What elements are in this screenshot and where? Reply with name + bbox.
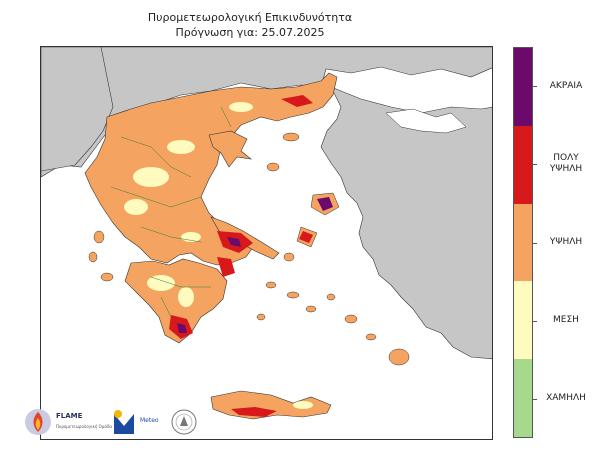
legend-swatch-4 — [514, 359, 532, 437]
logo-strip: FLAME Πυρομετεωρολογική Ομάδα Meteo — [22, 404, 212, 440]
medium-risk-patches — [124, 102, 253, 307]
observatory-seal — [171, 409, 197, 435]
legend-tick — [533, 242, 537, 244]
legend-label-1: ΠΟΛΥ ΥΨΗΛΗ — [549, 153, 583, 175]
risk-legend-bar — [513, 47, 533, 438]
legend-swatch-0 — [514, 48, 532, 126]
regional-boundaries — [110, 106, 232, 318]
legend-swatch-3 — [514, 281, 532, 360]
forecast-date: Πρόγνωση για: 25.07.2025 — [175, 26, 325, 39]
legend-swatch-2 — [514, 203, 532, 282]
legend-label-3: ΜΕΣΗ — [553, 315, 579, 326]
flame-logo-subtitle: Πυρομετεωρολογική Ομάδα — [56, 424, 112, 429]
albania-land — [41, 47, 114, 172]
legend-tick — [533, 320, 537, 322]
legend-tick — [533, 164, 537, 166]
aegean-islands — [88, 132, 410, 366]
chalkidiki — [208, 130, 253, 168]
logos-svg: FLAME Πυρομετεωρολογική Ομάδα Meteo — [25, 409, 197, 435]
legend-label-2: ΥΨΗΛΗ — [549, 237, 583, 247]
legend-label-4: ΧΑΜΗΛΗ — [546, 393, 586, 404]
crete-hotspot — [231, 407, 277, 417]
legend-label-0: ΑΚΡΑΙΑ — [549, 80, 583, 91]
island-hotspots — [299, 197, 333, 243]
meteo-logo: Meteo — [114, 410, 159, 434]
high-risk-patches — [169, 95, 313, 339]
map-title-block: Πυρομετεωρολογική Επικινδυνότητα Πρόγνωσ… — [0, 10, 500, 40]
risk-map — [40, 46, 493, 440]
turkey-land — [320, 86, 492, 360]
greece-mainland — [84, 72, 338, 266]
legend-swatch-1 — [514, 125, 532, 204]
flame-logo: FLAME Πυρομετεωρολογική Ομάδα — [25, 409, 112, 435]
marmara-sea — [385, 108, 467, 134]
crete-medium — [293, 401, 313, 409]
legend-tick — [533, 86, 537, 88]
map-title: Πυρομετεωρολογική Επικινδυνότητα — [147, 11, 353, 24]
legend-tick — [533, 398, 537, 400]
flame-logo-title: FLAME — [56, 412, 83, 420]
greece-map-svg — [41, 47, 492, 420]
meteo-logo-text: Meteo — [140, 417, 159, 424]
